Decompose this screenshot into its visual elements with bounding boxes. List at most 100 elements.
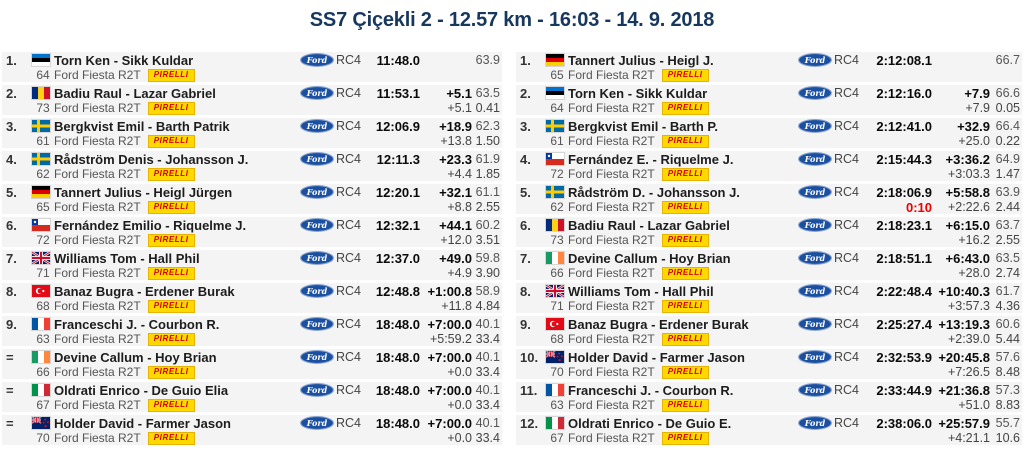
avg-speed: 61.9 bbox=[475, 152, 500, 166]
car-number: 61 bbox=[36, 134, 50, 148]
car-model-label: Ford Fiesta R2T bbox=[54, 332, 141, 346]
result-row: 2. Badiu Raul - Lazar Gabriel Ford RC4 1… bbox=[2, 85, 502, 115]
car-model: Ford Fiesta R2T PIRELLI bbox=[568, 299, 798, 313]
car-model-label: Ford Fiesta R2T bbox=[54, 266, 141, 280]
ford-logo: Ford bbox=[798, 284, 834, 298]
flag-germany-icon bbox=[546, 54, 568, 66]
pirelli-logo: PIRELLI bbox=[147, 365, 195, 379]
result-row: 9. Banaz Bugra - Erdener Burak Ford RC4 … bbox=[516, 316, 1022, 346]
svg-text:Ford: Ford bbox=[804, 418, 826, 428]
car-model-label: Ford Fiesta R2T bbox=[54, 431, 141, 445]
gap-to-previous: +3:57.3 bbox=[947, 299, 990, 313]
ford-logo: Ford bbox=[300, 416, 336, 430]
car-model: Ford Fiesta R2T PIRELLI bbox=[54, 266, 300, 280]
gap-to-leader: +3:36.2 bbox=[945, 151, 990, 167]
car-model-label: Ford Fiesta R2T bbox=[568, 101, 655, 115]
car-number: 64 bbox=[36, 68, 50, 82]
car-model-label: Ford Fiesta R2T bbox=[54, 167, 141, 181]
class-label: RC4 bbox=[336, 284, 362, 298]
pirelli-logo: PIRELLI bbox=[147, 266, 195, 280]
ford-logo: Ford bbox=[798, 350, 834, 364]
total-time: 2:22:48.4 bbox=[876, 283, 932, 299]
result-row: 6. Fernández Emilio - Riquelme J. Ford R… bbox=[2, 217, 502, 247]
total-time: 2:18:51.1 bbox=[876, 250, 932, 266]
position: 10. bbox=[520, 349, 539, 365]
result-row: 11. Franceschi J. - Courbon R. Ford RC4 … bbox=[516, 382, 1022, 412]
gap-to-leader: +10:40.3 bbox=[938, 283, 990, 299]
svg-text:Ford: Ford bbox=[804, 55, 826, 65]
total-time: 18:48.0 bbox=[375, 415, 420, 431]
gap-to-leader: +18.9 bbox=[439, 118, 472, 134]
car-number: 67 bbox=[550, 431, 564, 445]
class-label: RC4 bbox=[336, 185, 362, 199]
avg-speed: 62.3 bbox=[475, 119, 500, 133]
flag-estonia-icon bbox=[546, 87, 568, 99]
gap-to-leader: +49.0 bbox=[439, 250, 472, 266]
flag-sweden-icon bbox=[32, 153, 54, 165]
pirelli-logo: PIRELLI bbox=[661, 299, 709, 313]
avg-speed: 40.1 bbox=[475, 317, 500, 331]
class-label: RC4 bbox=[834, 185, 860, 199]
class-label: RC4 bbox=[834, 383, 860, 397]
gap-to-leader: +21:36.8 bbox=[938, 382, 990, 398]
car-model-label: Ford Fiesta R2T bbox=[568, 431, 655, 445]
driver-names: Torn Ken - Sikk Kuldar bbox=[568, 85, 708, 101]
result-row: = Oldrati Enrico - De Guio Elia Ford RC4… bbox=[2, 382, 502, 412]
flag-italy-icon bbox=[546, 417, 568, 429]
ford-logo: Ford bbox=[300, 383, 336, 397]
total-time: 2:33:44.9 bbox=[876, 382, 932, 398]
pirelli-logo: PIRELLI bbox=[661, 365, 709, 379]
avg-speed: 63.9 bbox=[995, 185, 1020, 199]
driver-names: Devine Callum - Hoy Brian bbox=[568, 250, 731, 266]
gap-to-previous: +28.0 bbox=[958, 266, 990, 280]
car-model: Ford Fiesta R2T PIRELLI bbox=[568, 68, 798, 82]
total-time: 2:12:08.1 bbox=[876, 52, 932, 68]
avg-speed: 59.8 bbox=[475, 251, 500, 265]
ford-logo: Ford bbox=[300, 53, 336, 67]
svg-text:Ford: Ford bbox=[306, 220, 328, 230]
car-model-label: Ford Fiesta R2T bbox=[54, 365, 141, 379]
total-time: 12:48.8 bbox=[375, 283, 420, 299]
svg-text:Ford: Ford bbox=[306, 55, 328, 65]
car-model-label: Ford Fiesta R2T bbox=[54, 200, 141, 214]
position: 3. bbox=[520, 118, 531, 134]
gap-to-previous: +4.4 bbox=[447, 167, 472, 181]
flag-new-zealand-icon bbox=[32, 417, 54, 429]
car-number: 65 bbox=[550, 68, 564, 82]
pirelli-logo: PIRELLI bbox=[661, 200, 709, 214]
gap-to-previous: +2:22.6 bbox=[947, 200, 990, 214]
result-row: 7. Devine Callum - Hoy Brian Ford RC4 2:… bbox=[516, 250, 1022, 280]
position: 12. bbox=[520, 415, 539, 431]
avg-speed: 63.7 bbox=[995, 218, 1020, 232]
ford-logo: Ford bbox=[798, 317, 834, 331]
class-label: RC4 bbox=[834, 218, 860, 232]
ford-logo: Ford bbox=[798, 53, 834, 67]
driver-names: Oldrati Enrico - De Guio E. bbox=[568, 415, 732, 431]
pirelli-logo: PIRELLI bbox=[661, 266, 709, 280]
gap-to-leader: +25:57.9 bbox=[938, 415, 990, 431]
ford-logo: Ford bbox=[300, 119, 336, 133]
total-time: 18:48.0 bbox=[375, 316, 420, 332]
svg-text:Ford: Ford bbox=[306, 187, 328, 197]
car-number: 70 bbox=[550, 365, 564, 379]
flag-romania-icon bbox=[546, 219, 568, 231]
avg-speed: 40.1 bbox=[475, 350, 500, 364]
car-number: 72 bbox=[550, 167, 564, 181]
result-row: 10. Holder David - Farmer Jason Ford RC4… bbox=[516, 349, 1022, 379]
position: 5. bbox=[6, 184, 17, 200]
gap-to-previous: +12.0 bbox=[440, 233, 472, 247]
class-label: RC4 bbox=[834, 317, 860, 331]
position: 5. bbox=[520, 184, 531, 200]
avg-speed: 66.4 bbox=[995, 119, 1020, 133]
gap-to-previous: +51.0 bbox=[958, 398, 990, 412]
position: = bbox=[6, 349, 14, 365]
avg-speed: 57.6 bbox=[995, 350, 1020, 364]
result-row: 3. Bergkvist Emil - Barth P. Ford RC4 2:… bbox=[516, 118, 1022, 148]
pirelli-logo: PIRELLI bbox=[661, 101, 709, 115]
gap-to-previous: +2:39.0 bbox=[947, 332, 990, 346]
avg-speed: 60.6 bbox=[995, 317, 1020, 331]
svg-text:Ford: Ford bbox=[804, 319, 826, 329]
gap-to-previous: +0.0 bbox=[447, 431, 472, 445]
flag-chile-icon bbox=[32, 219, 54, 231]
class-label: RC4 bbox=[834, 53, 860, 67]
